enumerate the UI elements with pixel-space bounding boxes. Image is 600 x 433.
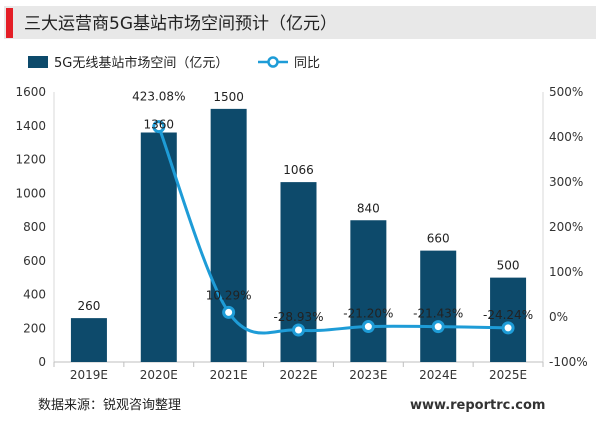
bar — [490, 277, 527, 362]
y-left-tick-label: 1400 — [15, 119, 46, 133]
y-left-tick-label: 0 — [38, 355, 46, 369]
yoy-point — [361, 320, 375, 334]
legend-bar-label: 5G无线基站市场空间（亿元） — [54, 55, 228, 71]
y-left-tick-label: 1000 — [15, 186, 46, 200]
y-right-tick-label: 200% — [549, 220, 583, 234]
bar-value-label: 1066 — [283, 163, 314, 177]
y-right-tick-label: 300% — [549, 175, 583, 189]
bar-value-label: 1360 — [144, 118, 175, 132]
y-right-tick-label: -100% — [549, 355, 588, 369]
bar — [70, 318, 107, 362]
yoy-value-label: -21.43% — [413, 307, 463, 321]
bar — [350, 220, 387, 362]
y-left-tick-label: 400 — [23, 288, 46, 302]
x-tick-label: 2024E — [419, 368, 457, 382]
bar-value-label: 840 — [357, 201, 380, 215]
yoy-point — [152, 120, 166, 134]
plot-area: 0 200 400 600 800 1000 1200 1400 1600 -100% 0% 100%… — [15, 85, 587, 382]
yoy-value-label: -21.20% — [343, 307, 393, 321]
legend-line-marker — [267, 56, 279, 68]
y-left-tick-label: 600 — [23, 254, 46, 268]
bar-value-label: 500 — [497, 259, 520, 273]
y-right-tick-label: 500% — [549, 85, 583, 99]
yoy-value-label: -24.24% — [483, 308, 533, 322]
yoy-point — [222, 305, 236, 319]
y-right-tick-label: 100% — [549, 265, 583, 279]
y-left-tick-label: 1200 — [15, 153, 46, 167]
yoy-point — [431, 320, 445, 334]
yoy-value-label: 10.29% — [206, 288, 252, 302]
bar-value-label: 660 — [427, 232, 450, 246]
yoy-point — [292, 323, 305, 337]
y-left-tick-label: 800 — [23, 220, 46, 234]
title-bar — [4, 6, 596, 39]
bar-value-label: 1500 — [213, 90, 244, 104]
x-tick-label: 2022E — [279, 368, 317, 382]
x-tick-label: 2019E — [70, 368, 108, 382]
legend-bar-swatch — [28, 56, 48, 68]
chart-title: 三大运营商5G基站市场空间预计（亿元） — [24, 14, 337, 34]
y-left-tick-label: 200 — [23, 321, 46, 335]
bar-value-label: 260 — [77, 299, 100, 313]
y-left-tick-label: 1600 — [15, 85, 46, 99]
bar — [140, 132, 177, 362]
title-accent-bar — [6, 8, 13, 38]
bar — [420, 250, 457, 362]
x-tick-label: 2025E — [489, 368, 527, 382]
source-note: 数据来源：锐观咨询整理 — [38, 398, 181, 413]
x-tick-label: 2023E — [349, 368, 387, 382]
y-right-tick-label: 400% — [549, 130, 583, 144]
y-right-tick-label: 0% — [549, 310, 568, 324]
legend: 5G无线基站市场空间（亿元） 同比 — [28, 55, 320, 71]
bar — [210, 108, 247, 362]
yoy-value-label: 423.08% — [132, 90, 185, 104]
website-label: www.reportrc.com — [410, 398, 545, 413]
legend-line-label: 同比 — [294, 56, 320, 71]
x-tick-label: 2020E — [140, 368, 178, 382]
yoy-value-label: -28.93% — [273, 310, 323, 324]
yoy-point — [501, 321, 515, 335]
x-tick-label: 2021E — [210, 368, 248, 382]
